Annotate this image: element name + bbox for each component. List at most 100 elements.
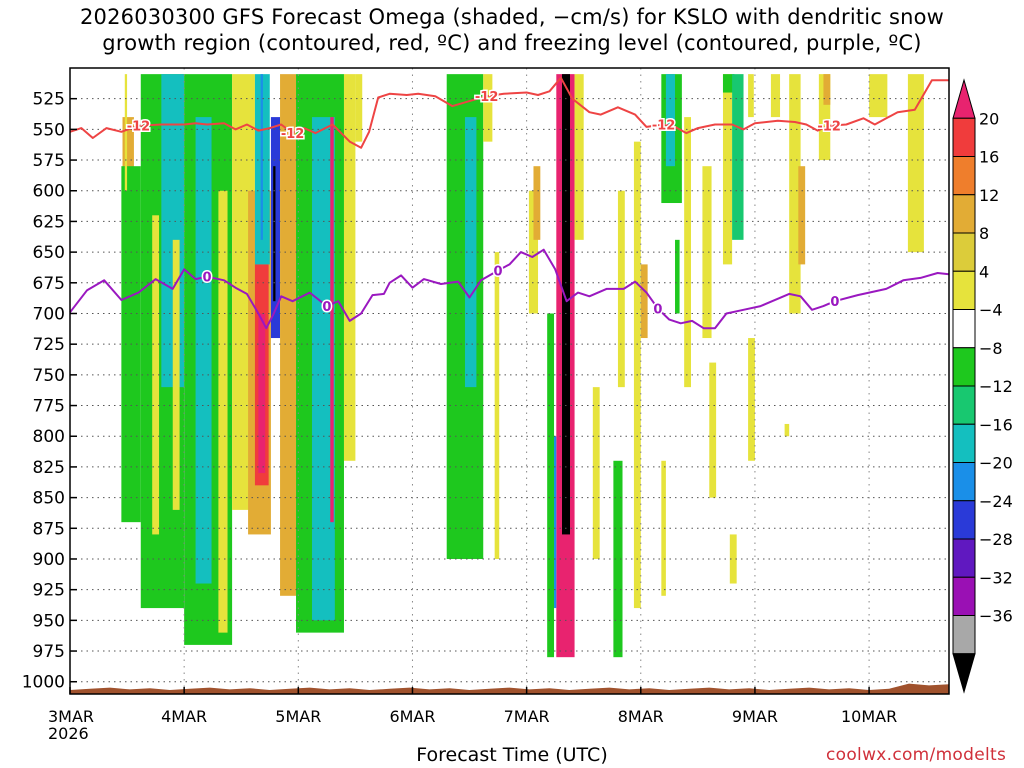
omega-cell	[258, 313, 266, 474]
omega-cell	[818, 74, 831, 161]
x-tick-label: 9MAR	[732, 707, 778, 726]
omega-cell	[273, 166, 276, 302]
y-tick-label: 625	[33, 212, 65, 232]
omega-cell	[124, 74, 128, 191]
colorbar-label: 16	[979, 148, 999, 167]
y-tick-label: 525	[33, 90, 65, 110]
plot-frame	[69, 67, 950, 695]
freezing-level-contour-label: 0	[830, 295, 839, 310]
colorbar-swatch	[952, 117, 976, 157]
colorbar-swatch	[952, 194, 976, 234]
omega-cell	[675, 239, 680, 314]
omega-cell	[172, 239, 180, 510]
omega-cell	[684, 117, 692, 388]
y-tick-label: 650	[33, 243, 65, 263]
freezing-level-contour	[69, 248, 950, 330]
x-tick-label: 7MAR	[504, 707, 550, 726]
chart-title-line-2: growth region (contoured, red, ºC) and f…	[102, 31, 922, 55]
colorbar-cap-bottom	[952, 653, 976, 694]
x-tick-label: 5MAR	[275, 707, 321, 726]
colorbar-swatch	[952, 270, 976, 310]
y-tick-label: 700	[33, 304, 65, 324]
omega-cell	[270, 117, 281, 339]
freezing-level-contour-label: 0	[494, 265, 503, 280]
omega-cell	[748, 74, 754, 118]
colorbar-swatch	[952, 156, 976, 196]
y-tick-label: 800	[33, 427, 65, 447]
x-tick-label: 6MAR	[389, 707, 435, 726]
colorbar-label: 20	[979, 109, 999, 128]
chart-title-line-1: 2026030300 GFS Forecast Omega (shaded, −…	[79, 5, 945, 29]
y-tick-label: 550	[33, 120, 65, 140]
omega-cell	[789, 74, 801, 314]
x-tick-label: 8MAR	[618, 707, 664, 726]
colorbar-swatch	[952, 309, 976, 349]
x-tick-label: 3MAR	[48, 707, 94, 726]
omega-cell	[483, 74, 493, 142]
colorbar-label: 12	[979, 186, 999, 205]
omega-cell	[260, 74, 263, 240]
x-tick-label: 10MAR	[841, 707, 897, 726]
omega-cell	[907, 74, 924, 253]
colorbar-swatch	[952, 423, 976, 463]
y-tick-label: 725	[33, 335, 65, 355]
x-tick-year-label: 2026	[48, 724, 89, 743]
colorbar-swatch	[952, 385, 976, 425]
y-tick-label: 825	[33, 458, 65, 478]
colorbar-label: −20	[979, 454, 1013, 473]
y-tick-label: 875	[33, 519, 65, 539]
y-tick-label: 850	[33, 489, 65, 509]
colorbar-swatch	[952, 538, 976, 578]
omega-cell	[729, 534, 737, 584]
omega-cell	[218, 190, 228, 633]
y-tick-label: 1000	[22, 673, 65, 693]
omega-cell	[748, 338, 755, 461]
axes-layer: 525 550 575 600 625 650 675 700 725 750 775 800 825 8…	[22, 67, 950, 743]
omega-cell	[152, 215, 160, 535]
y-tick-label: 675	[33, 274, 65, 294]
credit-text: coolwx.com/modelts	[826, 745, 1007, 765]
omega-cell	[547, 313, 555, 658]
dgz-minus12-contour-label: -12	[652, 118, 676, 133]
omega-cell	[722, 74, 733, 265]
chart-title: 2026030300 GFS Forecast Omega (shaded, −…	[0, 4, 1024, 56]
omega-cell	[770, 74, 781, 118]
contour-lines-layer: -12 -12 -12 -12 -12 0 0 0 0 0	[69, 76, 950, 330]
y-tick-label: 975	[33, 642, 65, 662]
omega-cell	[280, 74, 297, 596]
omega-cell	[574, 74, 584, 240]
colorbar-swatch	[952, 576, 976, 616]
colorbar-label: −8	[979, 339, 1003, 358]
omega-cell	[665, 74, 676, 167]
colorbar-swatch	[952, 462, 976, 502]
y-tick-label: 750	[33, 366, 65, 386]
y-tick-label: 950	[33, 611, 65, 631]
omega-cell	[330, 117, 334, 523]
y-tick-label: 575	[33, 151, 65, 171]
omega-cell	[343, 74, 356, 461]
dgz-minus12-contour-label: -12	[817, 120, 841, 135]
omega-cell	[722, 74, 735, 93]
omega-cell	[494, 252, 500, 559]
colorbar-label: −4	[979, 301, 1003, 320]
colorbar-label: −24	[979, 492, 1013, 511]
omega-cell	[533, 166, 541, 240]
y-tick-label: 600	[33, 182, 65, 202]
dgz-minus12-contour-label: -12	[127, 120, 151, 135]
omega-cell	[661, 460, 666, 596]
omega-cell	[562, 74, 571, 535]
colorbar-label: −16	[979, 415, 1013, 434]
colorbar-cap-top	[952, 78, 976, 119]
omega-cell	[355, 74, 363, 142]
gridlines-layer	[70, 68, 949, 694]
colorbar-label: −12	[979, 377, 1013, 396]
y-tick-label: 775	[33, 397, 65, 417]
omega-cell	[702, 166, 712, 339]
omega-cell	[592, 387, 600, 559]
omega-cell	[640, 264, 648, 339]
omega-cell	[823, 74, 831, 105]
colorbar-swatch	[952, 347, 976, 387]
colorbar-label: −28	[979, 530, 1013, 549]
colorbar: 20 16 12 8 4 −4 −8 −12 −16 −20 −24 −28 −32 −36	[952, 78, 1013, 694]
